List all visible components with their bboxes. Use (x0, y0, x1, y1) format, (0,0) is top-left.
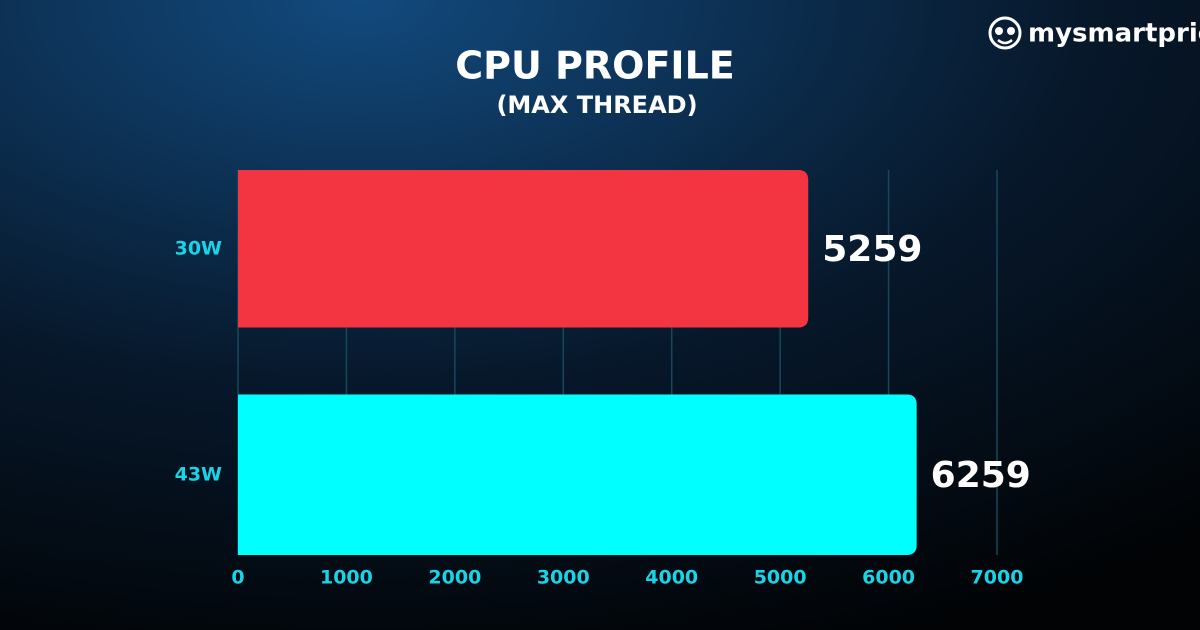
x-tick-label: 1000 (320, 567, 373, 589)
x-tick-label: 5000 (754, 567, 807, 589)
x-tick-label: 3000 (537, 567, 590, 589)
x-tick-label: 7000 (971, 567, 1024, 589)
chart-subtitle: (MAX THREAD) (496, 91, 697, 119)
chart-title: CPU PROFILE (455, 44, 735, 88)
x-tick-label: 2000 (428, 567, 481, 589)
x-tick-label: 6000 (862, 567, 915, 589)
y-tick-label: 30W (175, 237, 222, 259)
value-label: 5259 (822, 229, 922, 270)
bar (238, 170, 809, 328)
bar (238, 394, 917, 555)
brand-name: mysmartprice (1028, 19, 1200, 49)
y-tick-label: 43W (175, 463, 222, 485)
x-tick-label: 4000 (645, 567, 698, 589)
x-tick-label: 0 (231, 567, 244, 589)
value-label: 6259 (931, 455, 1031, 496)
brand-logo (988, 16, 1022, 50)
